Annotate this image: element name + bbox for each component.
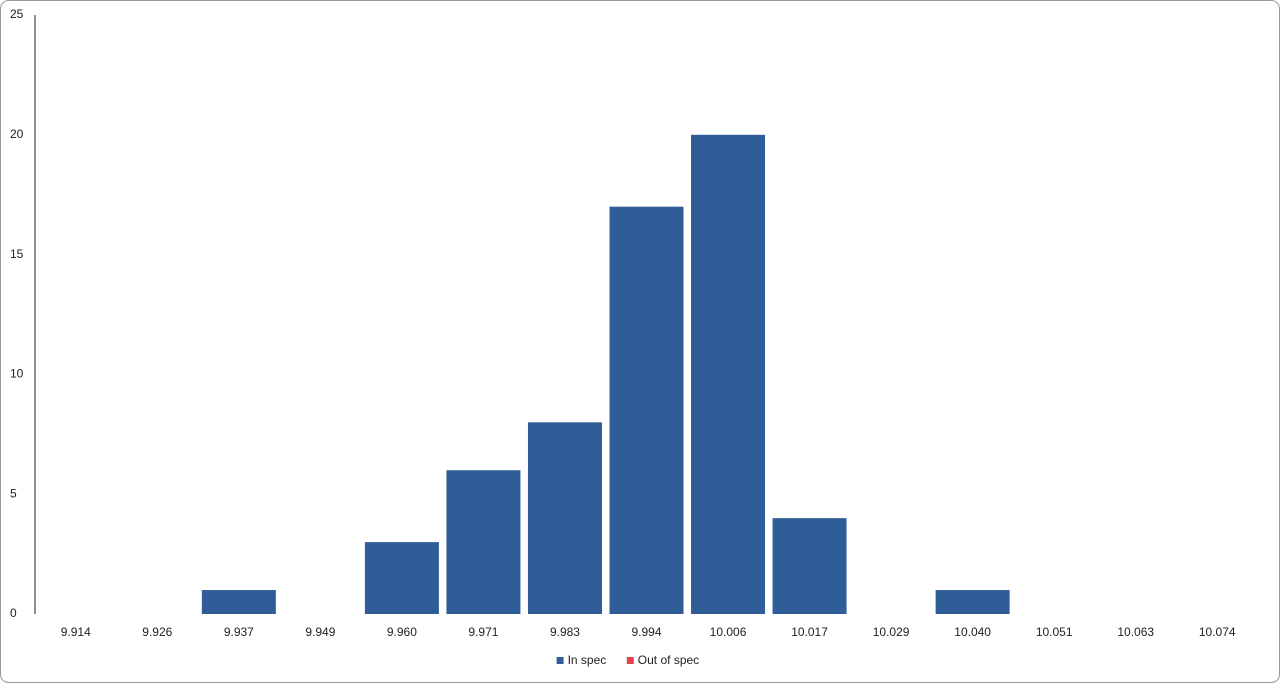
x-tick-label: 9.994 <box>631 625 661 639</box>
bar <box>609 206 684 614</box>
x-tick-label: 9.983 <box>550 625 580 639</box>
x-tick-label: 10.051 <box>1036 625 1073 639</box>
y-tick-label: 25 <box>10 7 24 21</box>
x-tick-label: 9.937 <box>224 625 254 639</box>
x-tick-label: 9.914 <box>61 625 91 639</box>
x-tick-label: 10.074 <box>1199 625 1236 639</box>
legend-swatch <box>556 657 564 664</box>
legend-label: Out of spec <box>638 653 699 667</box>
bar <box>201 590 276 614</box>
y-tick-label: 15 <box>10 247 24 261</box>
x-tick-label: 10.017 <box>791 625 828 639</box>
y-tick-label: 0 <box>10 606 17 620</box>
y-tick-label: 5 <box>10 486 17 500</box>
x-tick-label: 10.006 <box>710 625 747 639</box>
bar <box>691 134 766 615</box>
legend-label: In spec <box>568 653 607 667</box>
bar <box>446 470 521 614</box>
bar <box>772 518 847 614</box>
x-tick-label: 10.029 <box>873 625 910 639</box>
bar <box>364 542 439 614</box>
legend-swatch <box>626 657 634 664</box>
x-tick-label: 9.971 <box>468 625 498 639</box>
x-tick-label: 9.949 <box>305 625 335 639</box>
y-tick-label: 10 <box>10 367 24 381</box>
x-tick-label: 9.926 <box>142 625 172 639</box>
bar <box>935 590 1010 614</box>
x-tick-label: 9.960 <box>387 625 417 639</box>
y-tick-label: 20 <box>10 127 24 141</box>
x-tick-label: 10.040 <box>954 625 991 639</box>
x-tick-label: 10.063 <box>1117 625 1154 639</box>
bar <box>527 422 602 614</box>
